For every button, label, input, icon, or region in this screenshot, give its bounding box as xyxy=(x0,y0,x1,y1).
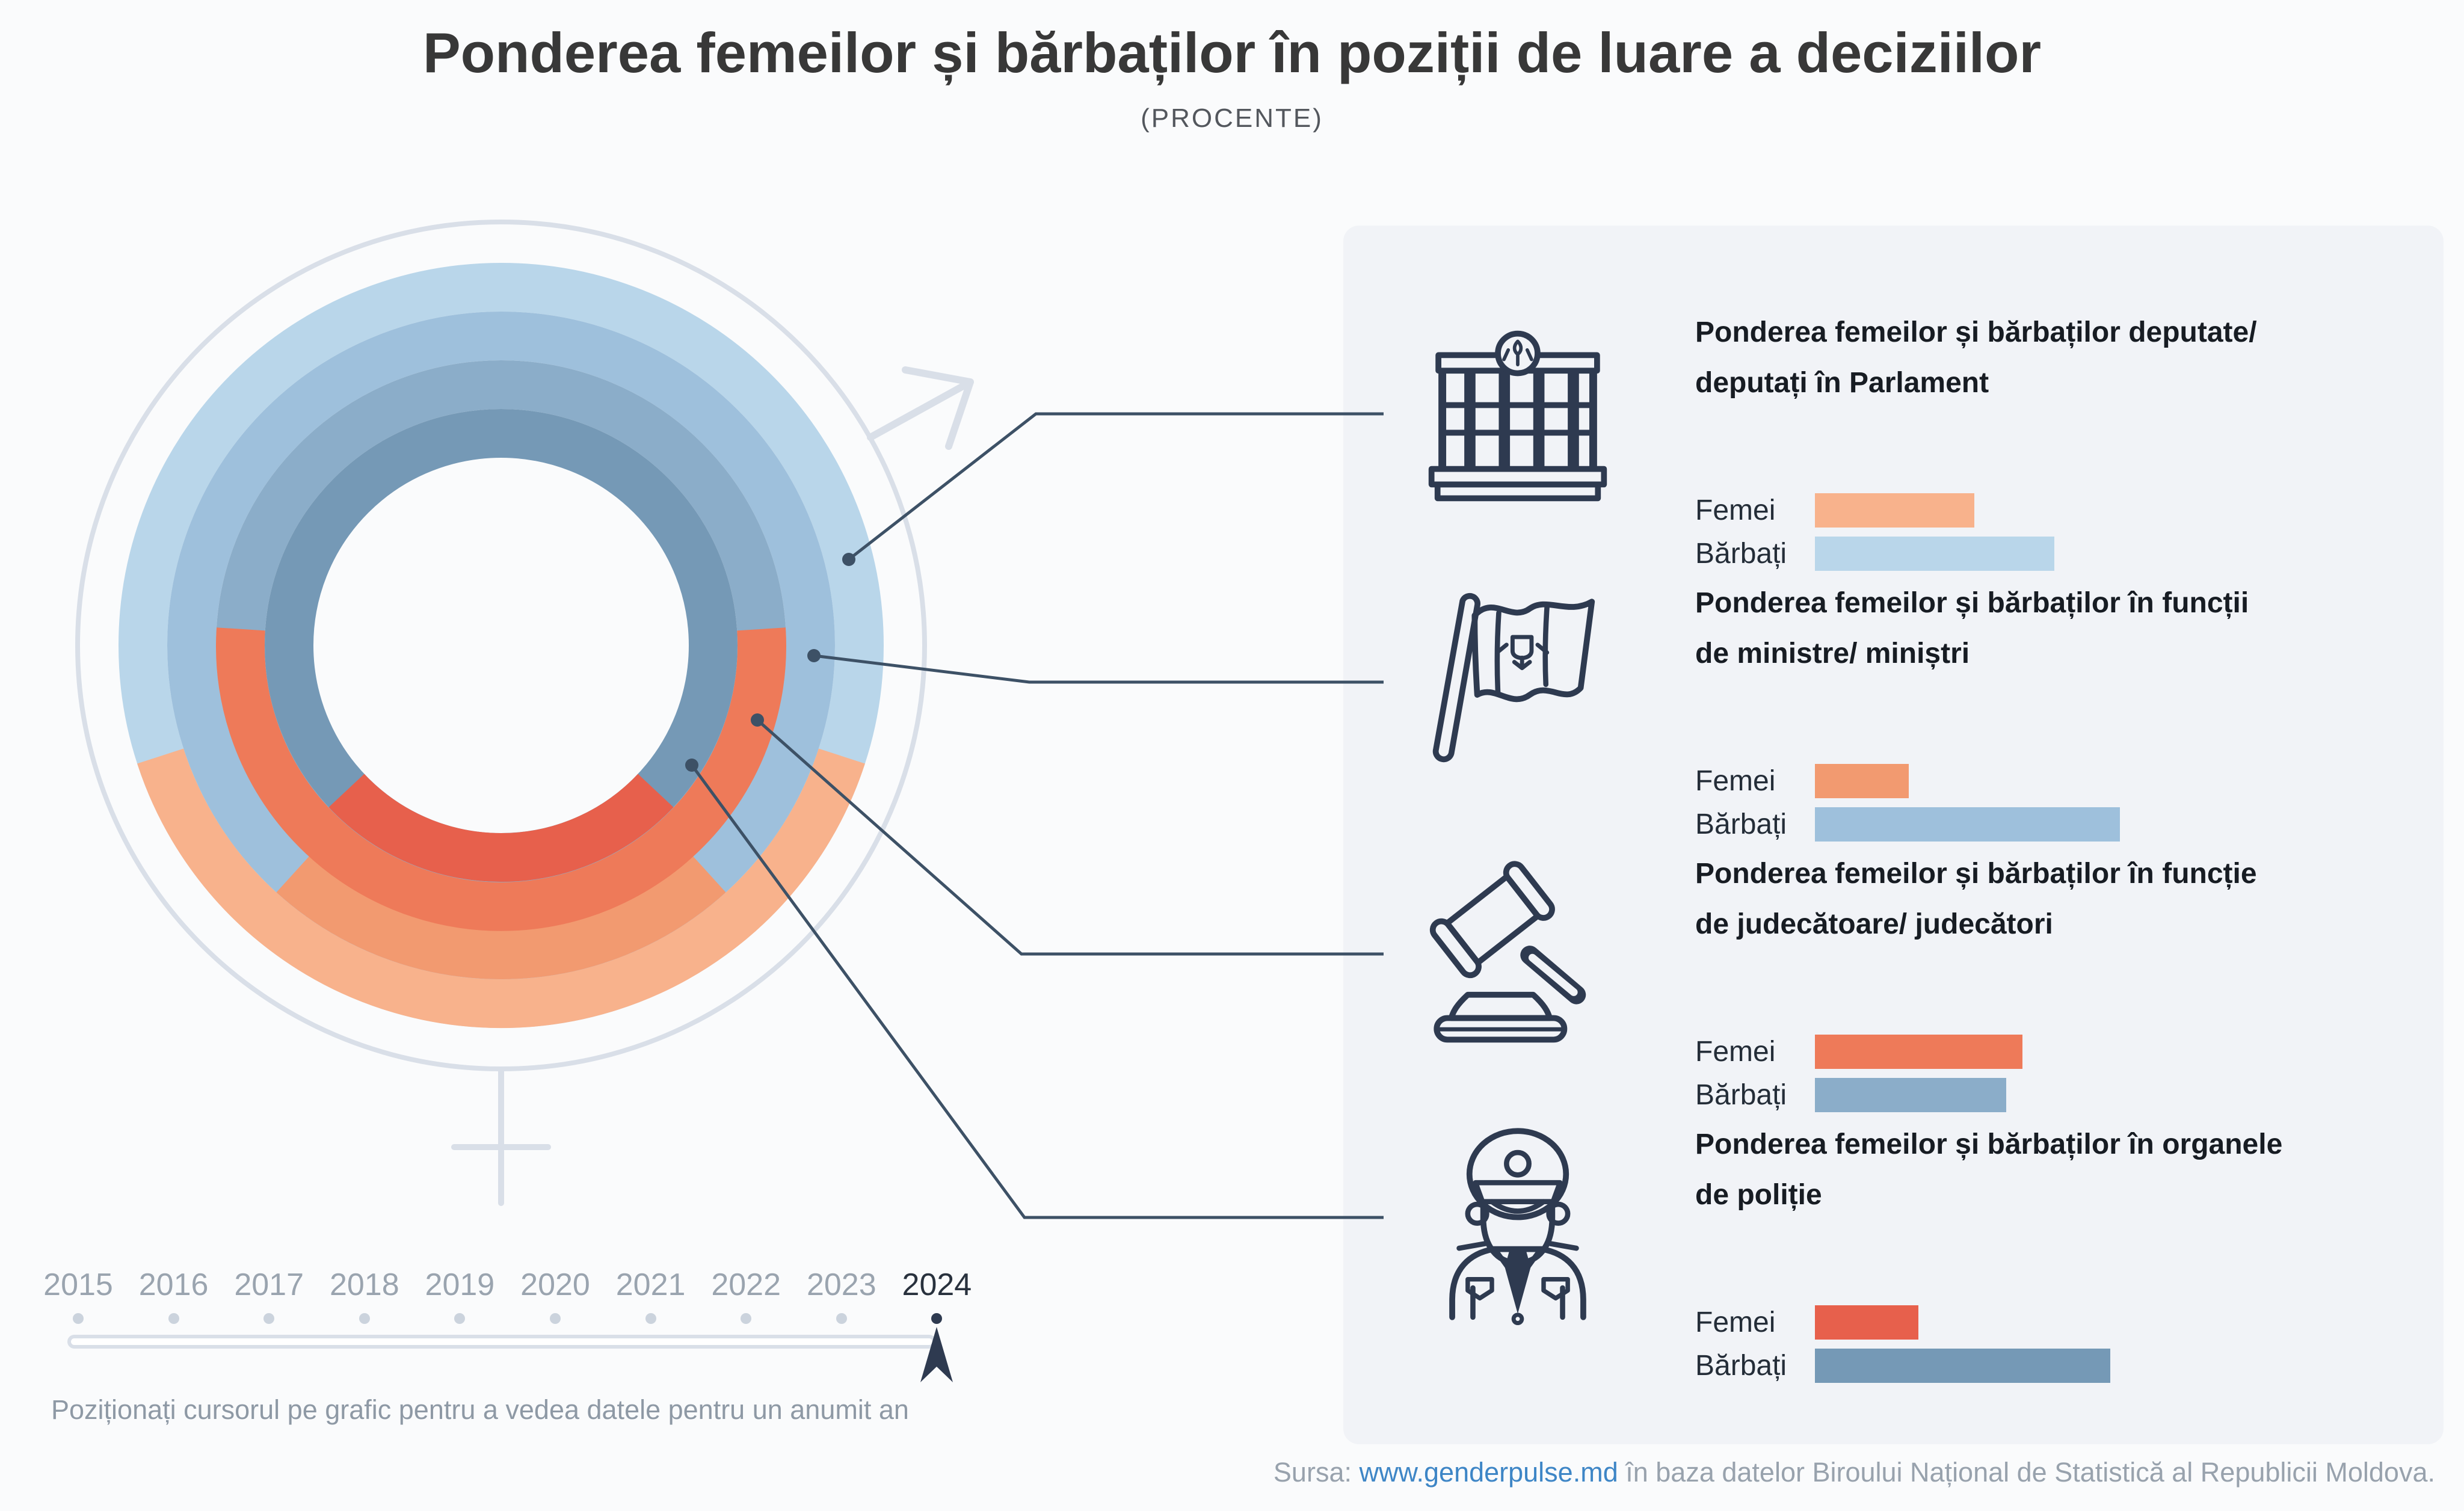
gender-symbol-circle xyxy=(75,220,927,1071)
year-dot-2019[interactable] xyxy=(454,1313,466,1324)
source-suffix: în baza datelor Biroului Național de Sta… xyxy=(1625,1457,2435,1488)
female-bar xyxy=(1815,1035,2022,1069)
year-dot-2017[interactable] xyxy=(263,1313,275,1324)
year-label-2018[interactable]: 2018 xyxy=(329,1267,399,1302)
year-label-2022[interactable]: 2022 xyxy=(711,1267,781,1302)
timeline-hint: Poziționați cursorul pe grafic pentru a … xyxy=(51,1394,909,1425)
donut-ring-female-1[interactable] xyxy=(276,856,726,979)
connector-line-parlament xyxy=(848,412,1384,561)
page-title: Ponderea femeilor și bărbaților în poziț… xyxy=(422,21,2042,84)
police-officer-icon xyxy=(1449,1128,1586,1325)
female-label: Femei xyxy=(1695,765,1776,797)
male-bar-row: Bărbați 74,0% xyxy=(1695,1349,2369,1383)
donut-ring-female-3[interactable] xyxy=(328,774,674,882)
connector-line-ministri xyxy=(813,654,1384,684)
male-bar xyxy=(1815,1349,2110,1383)
female-value: 52,0% xyxy=(2381,1035,2464,1069)
stat-row-parlament: Ponderea femeilor și bărbaților deputate… xyxy=(1343,298,2444,571)
year-label-2021[interactable]: 2021 xyxy=(615,1267,686,1302)
year-dot-2024[interactable] xyxy=(931,1313,943,1324)
male-bar xyxy=(1815,807,2120,842)
connector-line-judecatori xyxy=(756,719,1384,956)
donut-ring-male-0[interactable] xyxy=(119,263,884,1028)
venus-cross-icon xyxy=(451,1067,551,1206)
stat-row-title: Ponderea femeilor și bărbaților deputate… xyxy=(1695,316,2257,399)
connector-dots xyxy=(685,553,855,772)
source-text: Sursa: www.genderpulse.md în baza datelo… xyxy=(1274,1457,2435,1488)
female-bar-row: Femei 23,5% xyxy=(1695,764,2369,798)
year-label-2024[interactable]: 2024 xyxy=(902,1267,972,1302)
male-value: 76,5% xyxy=(2381,807,2464,842)
year-label-2017[interactable]: 2017 xyxy=(234,1267,304,1302)
male-bar xyxy=(1815,537,2054,571)
female-value: 40,0% xyxy=(2381,493,2464,528)
connector-line-politie xyxy=(690,764,1384,1219)
year-dot-2015[interactable] xyxy=(73,1313,84,1324)
male-bar-row: Bărbați 60,0% xyxy=(1695,537,2369,571)
year-label-2020[interactable]: 2020 xyxy=(520,1267,590,1302)
year-label-2016[interactable]: 2016 xyxy=(138,1267,209,1302)
moldova-flag-icon xyxy=(1432,592,1595,763)
male-label: Bărbați xyxy=(1695,1350,1787,1382)
source-link[interactable]: www.genderpulse.md xyxy=(1359,1457,1618,1488)
male-bar-row: Bărbați 76,5% xyxy=(1695,807,2369,842)
connector-dot xyxy=(685,759,698,772)
donut-ring-male-2[interactable] xyxy=(216,360,786,931)
year-slider-track[interactable] xyxy=(67,1335,936,1349)
male-bar xyxy=(1815,1078,2006,1112)
male-label: Bărbați xyxy=(1695,538,1787,570)
stat-row-title: Ponderea femeilor și bărbaților în organ… xyxy=(1695,1128,2283,1211)
female-label: Femei xyxy=(1695,1306,1776,1338)
year-slider-cursor[interactable] xyxy=(908,1321,969,1387)
year-dot-2016[interactable] xyxy=(168,1313,179,1324)
stat-row-title: Ponderea femeilor și bărbaților în funcț… xyxy=(1695,587,2249,669)
male-bar-row: Bărbați 48,0% xyxy=(1695,1078,2369,1112)
mars-arrow-icon xyxy=(867,366,974,450)
male-label: Bărbați xyxy=(1695,808,1787,840)
female-bar xyxy=(1815,1305,1918,1340)
info-card: Ponderea femeilor și bărbaților deputate… xyxy=(1343,226,2444,1444)
parliament-building-icon xyxy=(1428,330,1607,502)
female-bar-row: Femei 26,0% xyxy=(1695,1305,2369,1340)
male-value: 60,0% xyxy=(2381,537,2464,571)
stat-row-ministri: Ponderea femeilor și bărbaților în funcț… xyxy=(1343,568,2444,842)
year-dot-2021[interactable] xyxy=(645,1313,656,1324)
connector-lines xyxy=(690,412,1384,1219)
female-bar-row: Femei 52,0% xyxy=(1695,1035,2369,1069)
female-value: 23,5% xyxy=(2381,764,2464,798)
female-bar xyxy=(1815,493,1974,528)
year-dot-2023[interactable] xyxy=(836,1313,847,1324)
connector-dot xyxy=(807,649,821,662)
year-dot-2020[interactable] xyxy=(550,1313,561,1324)
stat-row-title: Ponderea femeilor și bărbaților în funcț… xyxy=(1695,858,2257,940)
year-label-2023[interactable]: 2023 xyxy=(806,1267,876,1302)
donut-ring-female-0[interactable] xyxy=(137,748,865,1029)
page-subtitle: (PROCENTE) xyxy=(1141,103,1323,133)
donut-ring-male-1[interactable] xyxy=(167,312,835,979)
female-label: Femei xyxy=(1695,1036,1776,1068)
female-label: Femei xyxy=(1695,494,1776,526)
gavel-icon xyxy=(1429,861,1586,1043)
connector-dot xyxy=(751,713,764,727)
year-label-2019[interactable]: 2019 xyxy=(425,1267,495,1302)
female-bar xyxy=(1815,764,1909,798)
female-value: 26,0% xyxy=(2381,1305,2464,1340)
stat-row-judecatori: Ponderea femeilor și bărbaților în funcț… xyxy=(1343,839,2444,1112)
male-label: Bărbați xyxy=(1695,1079,1787,1111)
female-bar-row: Femei 40,0% xyxy=(1695,493,2369,528)
donut-ring-female-2[interactable] xyxy=(216,627,786,931)
male-value: 48,0% xyxy=(2381,1078,2464,1112)
year-label-2015[interactable]: 2015 xyxy=(43,1267,113,1302)
year-dot-2018[interactable] xyxy=(359,1313,370,1324)
year-dot-2022[interactable] xyxy=(741,1313,752,1324)
connector-dot xyxy=(842,553,855,566)
donut-ring-male-3[interactable] xyxy=(265,409,738,882)
source-prefix: Sursa: xyxy=(1273,1457,1352,1488)
stat-row-politie: Ponderea femeilor și bărbaților în organ… xyxy=(1343,1110,2444,1383)
male-value: 74,0% xyxy=(2381,1349,2464,1383)
